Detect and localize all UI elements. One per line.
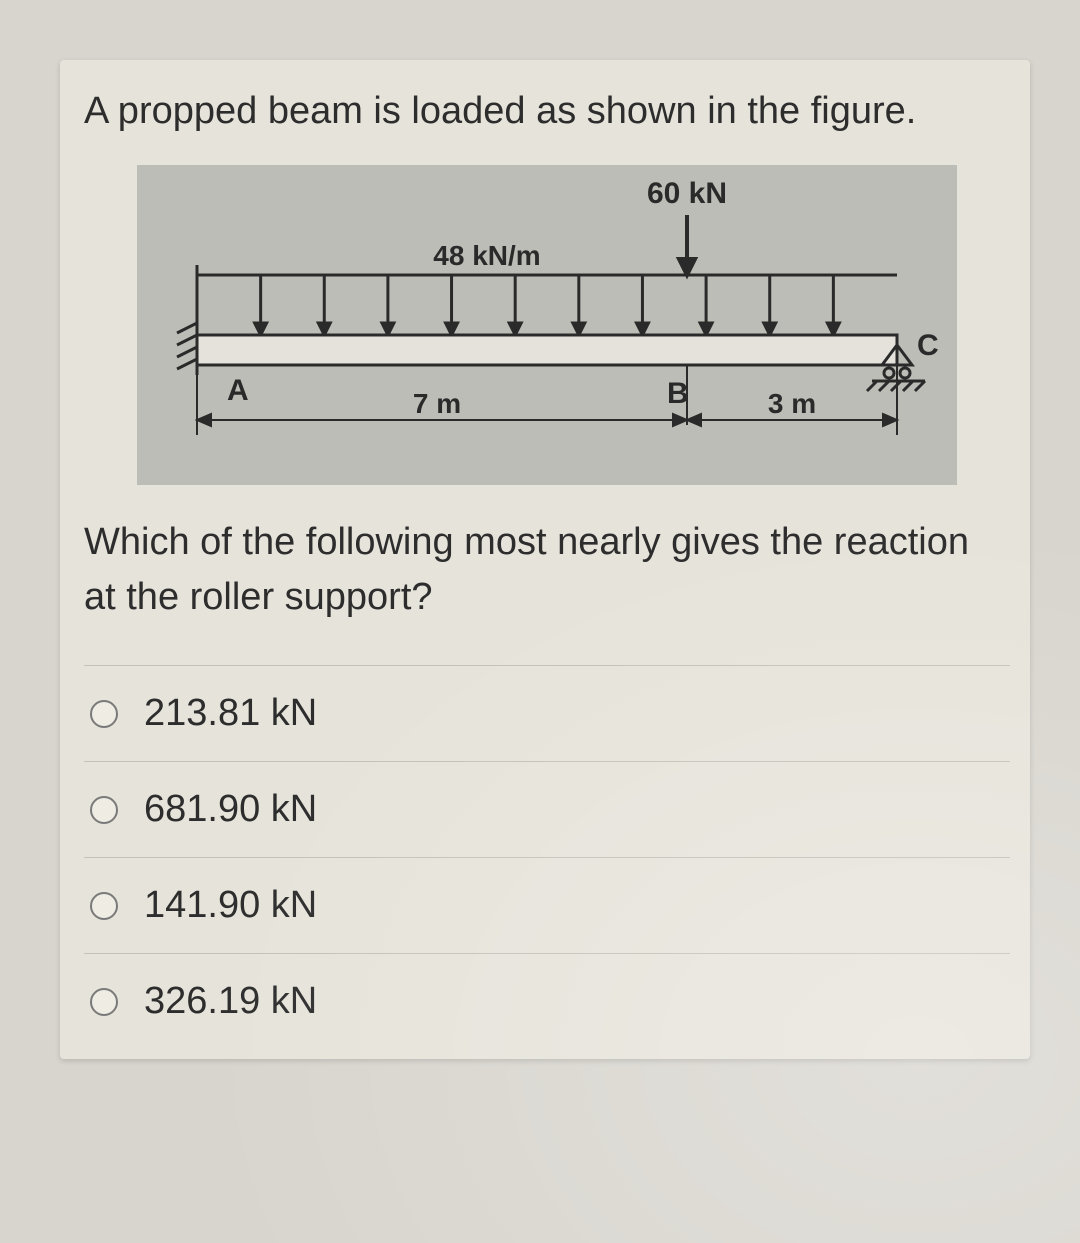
option-row[interactable]: 141.90 kN [84,857,1010,953]
option-label: 141.90 kN [144,884,317,927]
svg-text:60 kN: 60 kN [647,177,727,210]
question-card: A propped beam is loaded as shown in the… [60,60,1030,1059]
svg-text:C: C [917,329,939,362]
radio-icon[interactable] [90,988,118,1016]
option-row[interactable]: 213.81 kN [84,665,1010,761]
radio-icon[interactable] [90,892,118,920]
option-label: 213.81 kN [144,692,317,735]
option-label: 326.19 kN [144,980,317,1023]
svg-text:48 kN/m: 48 kN/m [433,240,540,271]
intro-text: A propped beam is loaded as shown in the… [84,84,1010,139]
beam-figure: 60 kN 48 kN/m A B C 7 m 3 m [137,165,957,485]
options-list: 213.81 kN 681.90 kN 141.90 kN 326.19 kN [84,665,1010,1049]
radio-icon[interactable] [90,796,118,824]
svg-text:B: B [667,377,689,410]
option-row[interactable]: 326.19 kN [84,953,1010,1049]
option-row[interactable]: 681.90 kN [84,761,1010,857]
question-text: Which of the following most nearly gives… [84,515,1010,625]
svg-text:7 m: 7 m [413,388,461,419]
beam-svg: 60 kN 48 kN/m A B C 7 m 3 m [137,165,957,485]
svg-text:A: A [227,374,249,407]
radio-icon[interactable] [90,700,118,728]
svg-text:3 m: 3 m [768,388,816,419]
option-label: 681.90 kN [144,788,317,831]
